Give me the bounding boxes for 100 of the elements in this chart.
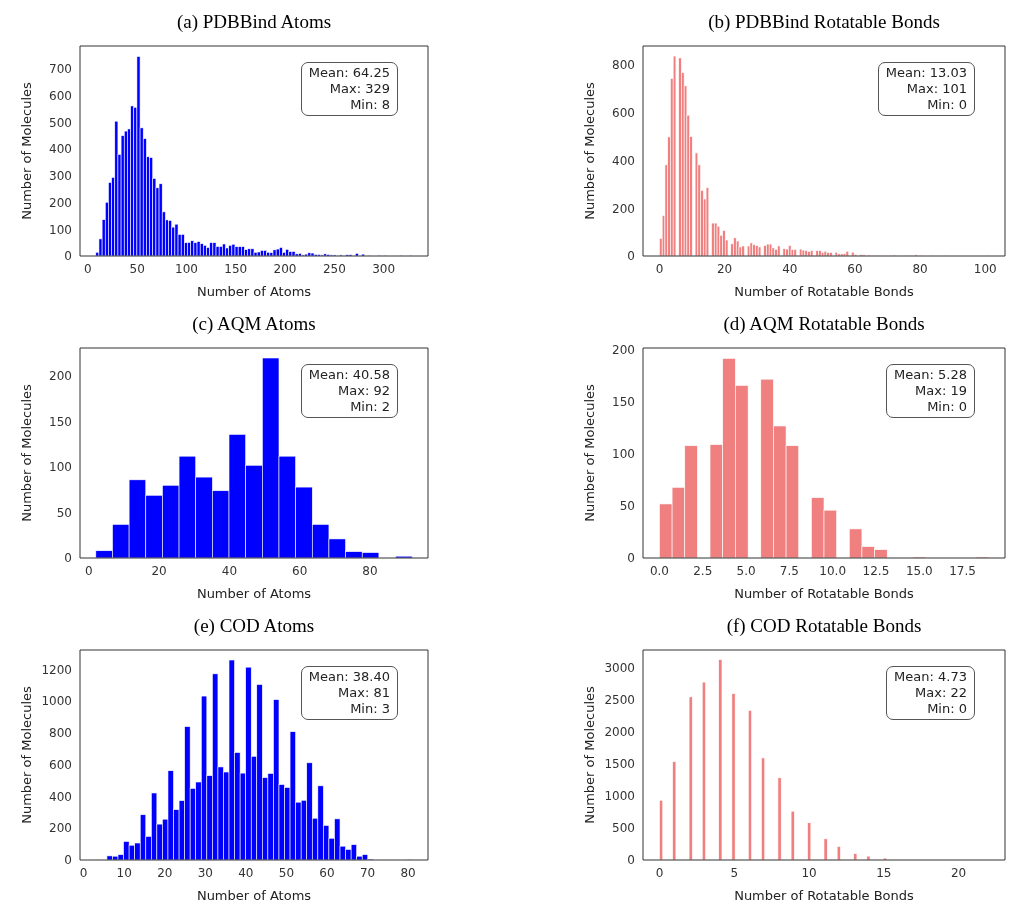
- y-tick-label: 500: [612, 821, 635, 836]
- x-tick-label: 40: [221, 563, 238, 578]
- x-tick-label: 0.0: [649, 563, 669, 578]
- annotation: Min: 2: [349, 399, 390, 415]
- y-axis-title: Number of Molecules: [18, 384, 34, 522]
- y-tick-label: 3000: [604, 660, 635, 675]
- y-tick-label: 1200: [41, 662, 72, 677]
- chart-title: (a) PDBBind Atoms: [175, 10, 333, 34]
- annotation: Max: 329: [328, 81, 390, 97]
- y-tick-label: 2500: [604, 692, 635, 707]
- x-tick-label: 0: [84, 261, 92, 276]
- annotation: Mean: 5.28: [894, 367, 967, 383]
- y-tick-label: 50: [56, 505, 72, 520]
- y-tick-label: 300: [49, 169, 72, 184]
- y-axis-title: Number of Molecules: [18, 82, 34, 220]
- y-tick-label: 400: [49, 142, 72, 157]
- x-axis-title: Number of Atoms: [196, 888, 312, 903]
- x-tick-label: 40: [782, 261, 798, 276]
- annotation: Max: 81: [337, 685, 390, 701]
- x-tick-label: 0: [655, 865, 664, 880]
- x-tick-label: 40: [238, 865, 254, 880]
- x-tick-label: 0: [79, 865, 88, 880]
- y-tick-label: 100: [49, 460, 72, 475]
- annotation: Min: 0: [926, 701, 967, 717]
- x-tick-label: 5.0: [736, 563, 756, 578]
- y-tick-label: 0: [64, 551, 72, 566]
- x-axis-title: Number of Atoms: [196, 586, 312, 601]
- x-tick-label: 15.0: [905, 563, 933, 578]
- x-tick-label: 60: [292, 563, 308, 578]
- y-tick-label: 700: [49, 62, 72, 76]
- x-tick-label: 300: [372, 261, 396, 276]
- y-tick-label: 400: [49, 789, 72, 804]
- x-tick-label: 10.0: [819, 563, 847, 578]
- y-tick-label: 600: [49, 88, 72, 103]
- chart-title: (f) COD Rotatable Bonds: [725, 614, 923, 638]
- y-tick-label: 0: [627, 249, 635, 264]
- y-axis-title: Number of Molecules: [581, 686, 597, 824]
- x-tick-label: 80: [912, 261, 928, 276]
- chart-title: (d) AQM Rotatable Bonds: [722, 312, 926, 336]
- y-tick-label: 200: [612, 343, 635, 358]
- y-tick-label: 400: [612, 153, 635, 168]
- annotation: Max: 101: [905, 81, 967, 97]
- chart-title: (e) COD Atoms: [192, 614, 316, 638]
- x-tick-label: 17.5: [949, 563, 976, 578]
- x-tick-label: 200: [273, 261, 297, 276]
- y-axis-title: Number of Molecules: [581, 82, 597, 220]
- x-tick-label: 20: [716, 261, 733, 276]
- chart-title: (c) AQM Atoms: [191, 312, 317, 336]
- x-tick-label: 0: [84, 563, 93, 578]
- y-tick-label: 0: [64, 853, 72, 868]
- y-tick-label: 200: [49, 821, 72, 836]
- annotation: Mean: 64.25: [308, 65, 390, 81]
- y-tick-label: 800: [612, 58, 635, 73]
- annotation: Mean: 13.03: [885, 65, 967, 81]
- x-tick-label: 20: [950, 865, 967, 880]
- text-box: Mean: 5.28 Max: 19 Min: 0: [886, 364, 975, 418]
- x-tick-label: 150: [224, 261, 248, 276]
- annotation: Max: 92: [337, 383, 390, 399]
- x-tick-label: 80: [362, 563, 378, 578]
- x-tick-label: 10: [801, 865, 817, 880]
- chart-title: (b) PDBBind Rotatable Bonds: [707, 10, 941, 34]
- annotation: Min: 8: [349, 97, 390, 113]
- x-tick-label: 250: [322, 261, 346, 276]
- y-axis-title: Number of Molecules: [581, 384, 597, 522]
- y-tick-label: 150: [49, 414, 72, 429]
- x-tick-label: 100: [175, 261, 198, 276]
- y-tick-label: 200: [612, 201, 635, 216]
- y-tick-label: 800: [49, 726, 72, 741]
- annotation: Mean: 4.73: [894, 669, 967, 685]
- y-tick-label: 600: [49, 757, 72, 772]
- annotation: Max: 22: [914, 685, 967, 701]
- x-tick-label: 50: [278, 865, 295, 880]
- y-tick-label: 150: [612, 395, 635, 410]
- y-tick-label: 200: [49, 195, 72, 210]
- x-tick-label: 70: [359, 865, 376, 880]
- x-tick-label: 15: [876, 865, 892, 880]
- x-tick-label: 10: [116, 865, 132, 880]
- y-tick-label: 100: [612, 447, 635, 462]
- x-axis-title: Number of Rotatable Bonds: [734, 284, 915, 299]
- x-tick-label: 12.5: [862, 563, 890, 578]
- x-tick-label: 100: [973, 261, 997, 276]
- x-tick-label: 20: [151, 563, 167, 578]
- annotation: Mean: 40.58: [308, 367, 390, 383]
- y-tick-label: 0: [64, 249, 72, 264]
- y-axis-title: Number of Molecules: [18, 686, 34, 824]
- y-tick-label: 2000: [604, 724, 635, 739]
- annotation: Min: 3: [349, 701, 390, 717]
- text-box: Mean: 38.40 Max: 81 Min: 3: [300, 666, 398, 720]
- x-axis-title: Number of Rotatable Bonds: [734, 888, 915, 903]
- y-tick-label: 600: [612, 106, 635, 121]
- y-tick-label: 0: [627, 551, 635, 566]
- annotation: Mean: 38.40: [308, 669, 390, 685]
- x-tick-label: 60: [847, 261, 863, 276]
- y-tick-label: 1000: [604, 789, 635, 804]
- annotation: Max: 19: [914, 383, 967, 399]
- text-box: Mean: 40.58 Max: 92 Min: 2: [300, 364, 398, 418]
- y-tick-label: 200: [49, 369, 72, 384]
- x-tick-label: 2.5: [693, 563, 713, 578]
- x-tick-label: 60: [319, 865, 335, 880]
- x-tick-label: 7.5: [779, 563, 799, 578]
